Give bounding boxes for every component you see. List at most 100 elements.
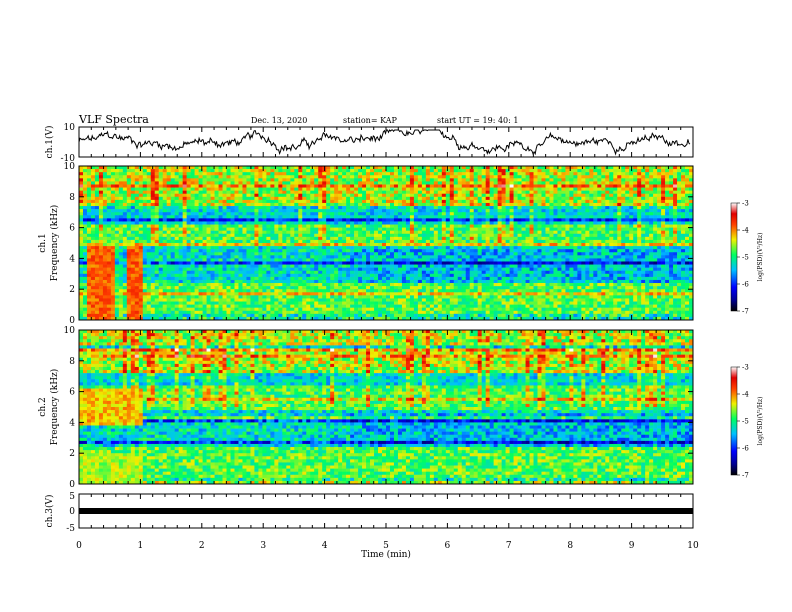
spectrogram-cell [414,261,418,264]
spectrogram-cell [382,305,386,308]
spectrogram-cell [115,188,119,191]
spectrogram-cell [274,252,278,255]
spectrogram-cell [135,194,139,197]
spectrogram-cell [278,206,282,209]
spectrogram-cell [79,298,83,301]
spectrogram-cell [358,311,362,314]
spectrogram-cell [91,218,95,221]
spectrogram-cell [167,221,171,224]
spectrogram-cell [290,274,294,277]
spectrogram-cell [330,305,334,308]
spectrogram-cell [234,228,238,231]
spectrogram-cell [466,197,470,200]
spectrogram-cell [346,197,350,200]
spectrogram-cell [418,234,422,237]
spectrogram-cell [143,298,147,301]
spectrogram-cell [131,268,135,271]
spectrogram-cell [266,225,270,228]
spectrogram-cell [454,203,458,206]
spectrogram-cell [231,209,235,212]
spectrogram-cell [454,172,458,175]
spectrogram-cell [199,311,203,314]
spectrogram-cell [191,169,195,172]
spectrogram-cell [203,234,207,237]
spectrogram-cell [378,261,382,264]
spectrogram-cell [242,191,246,194]
spectrogram-cell [274,197,278,200]
spectrogram-cell [346,175,350,178]
spectrogram-cell [318,265,322,268]
spectrogram-cell [426,181,430,184]
spectrogram-cell [350,246,354,249]
spectrogram-cell [79,271,83,274]
spectrogram-cell [227,268,231,271]
spectrogram-cell [402,231,406,234]
spectrogram-cell [83,191,87,194]
spectrogram-cell [366,298,370,301]
spectrogram-cell [290,206,294,209]
spectrogram-cell [219,314,223,317]
spectrogram-cell [203,231,207,234]
spectrogram-cell [155,212,159,215]
spectrogram-cell [191,314,195,317]
spectrogram-cell [462,255,466,258]
spectrogram-cell [231,194,235,197]
spectrogram-cell [103,277,107,280]
spectrogram-cell [454,209,458,212]
spectrogram-cell [155,255,159,258]
spectrogram-cell [195,298,199,301]
spectrogram-cell [402,302,406,305]
spectrogram-cell [183,225,187,228]
spectrogram-cell [270,191,274,194]
spectrogram-cell [262,197,266,200]
spectrogram-cell [362,221,366,224]
spectrogram-cell [246,274,250,277]
spectrogram-cell [450,191,454,194]
spectrogram-cell [314,237,318,240]
spectrogram-cell [298,218,302,221]
spectrogram-cell [454,191,458,194]
spectrogram-cell [462,234,466,237]
spectrogram-cell [127,298,131,301]
spectrogram-cell [466,212,470,215]
spectrogram-cell [191,268,195,271]
spectrogram-cell [306,181,310,184]
spectrogram-cell [418,295,422,298]
spectrogram-cell [175,212,179,215]
spectrogram-cell [91,212,95,215]
spectrogram-cell [470,258,474,261]
spectrogram-cell [254,175,258,178]
spectrogram-cell [470,237,474,240]
spectrogram-cell [139,234,143,237]
spectrogram-cell [282,246,286,249]
spectrogram-cell [402,175,406,178]
spectrogram-cell [326,178,330,181]
spectrogram-cell [199,295,203,298]
spectrogram-cell [286,314,290,317]
spectrogram-cell [254,268,258,271]
spectrogram-cell [139,255,143,258]
spectrogram-cell [358,240,362,243]
spectrogram-cell [91,271,95,274]
spectrogram-cell [386,169,390,172]
spectrogram-cell [83,305,87,308]
spectrogram-cell [346,194,350,197]
spectrogram-cell [219,274,223,277]
spectrogram-cell [406,249,410,252]
spectrogram-cell [195,305,199,308]
spectrogram-cell [474,246,478,249]
spectrogram-cell [362,280,366,283]
spectrogram-cell [326,175,330,178]
spectrogram-cell [95,286,99,289]
spectrogram-cell [91,308,95,311]
spectrogram-cell [171,283,175,286]
spectrogram-cell [135,271,139,274]
spectrogram-cell [143,166,147,169]
spectrogram-cell [338,255,342,258]
spectrogram-cell [342,292,346,295]
spectrogram-cell [390,298,394,301]
spectrogram-cell [83,271,87,274]
spectrogram-cell [342,295,346,298]
spectrogram-cell [119,298,123,301]
spectrogram-cell [438,271,442,274]
